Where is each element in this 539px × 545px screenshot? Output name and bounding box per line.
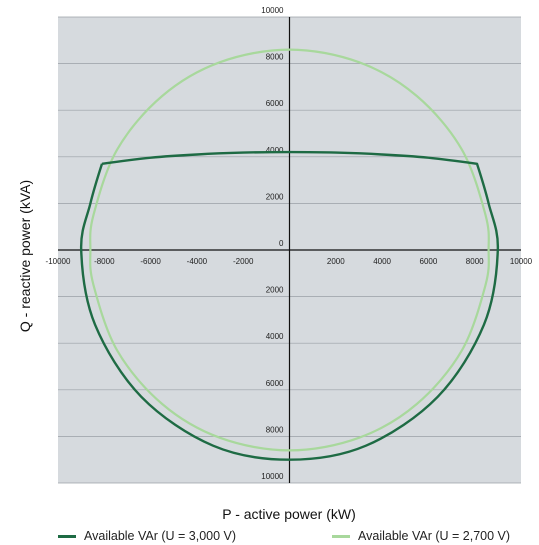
- y-tick-label: 8000: [266, 53, 284, 62]
- x-axis-title: P - active power (kW): [222, 506, 356, 522]
- legend-label-3000v: Available VAr (U = 3,000 V): [84, 529, 237, 543]
- tick-labels: -10000 -8000 -6000 -4000 -2000 2000 4000 6000 80…: [46, 6, 533, 481]
- series-line-3000v: [79, 150, 500, 461]
- legend-label-2700v: Available VAr (U = 2,700 V): [358, 529, 511, 543]
- x-tick-label: -10000: [46, 257, 71, 266]
- legend-swatch-3000v: [58, 534, 76, 538]
- y-tick-label: 2000: [266, 286, 284, 295]
- y-tick-label: 10000: [261, 472, 284, 481]
- y-tick-label: 6000: [266, 99, 284, 108]
- series-group: [79, 48, 500, 461]
- x-tick-label: 6000: [420, 257, 438, 266]
- series-line-2700v: [89, 48, 490, 452]
- x-tick-label: 8000: [466, 257, 484, 266]
- y-axis-title: Q - reactive power (kVA): [17, 180, 33, 332]
- x-tick-label: 10000: [510, 257, 533, 266]
- y-tick-label: 2000: [266, 192, 284, 201]
- legend-item-3000v: Available VAr (U = 3,000 V): [58, 529, 236, 543]
- legend-item-2700v: Available VAr (U = 2,700 V): [332, 529, 510, 543]
- y-tick-label: 10000: [261, 6, 284, 15]
- y-tick-label: 8000: [266, 425, 284, 434]
- y-tick-label: 6000: [266, 379, 284, 388]
- x-tick-label: -2000: [233, 257, 254, 266]
- x-tick-label: -8000: [94, 257, 115, 266]
- y-tick-label: 0: [279, 239, 284, 248]
- x-tick-label: 4000: [373, 257, 391, 266]
- x-tick-label: -6000: [140, 257, 161, 266]
- x-tick-label: 2000: [327, 257, 345, 266]
- legend-swatch-2700v: [332, 534, 350, 538]
- x-tick-label: -4000: [187, 257, 208, 266]
- y-tick-label: 4000: [266, 146, 284, 155]
- y-tick-label: 4000: [266, 332, 284, 341]
- axes: [58, 17, 521, 483]
